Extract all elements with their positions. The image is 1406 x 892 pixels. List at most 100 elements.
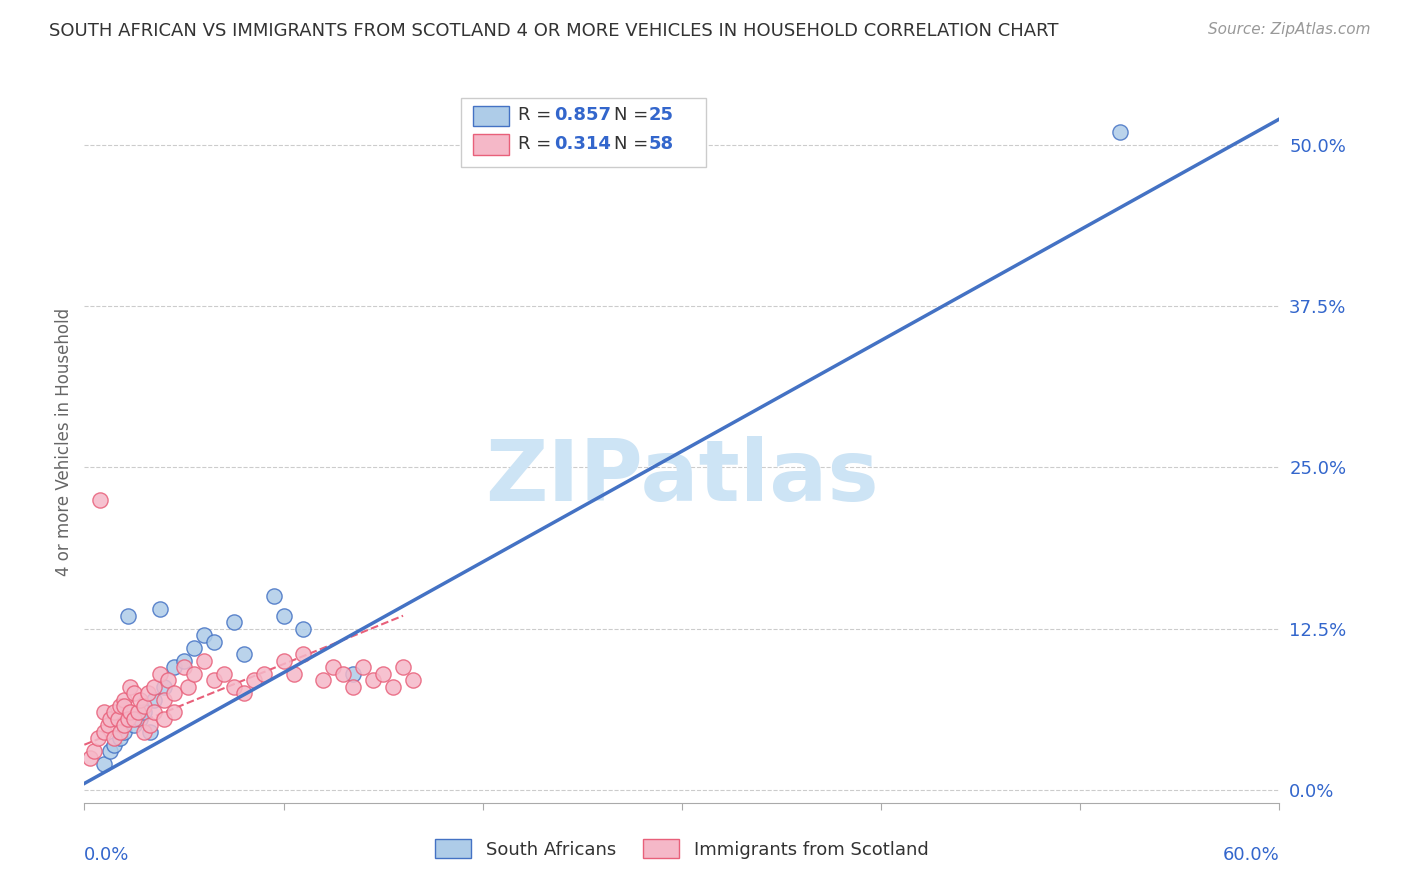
Point	[163, 706, 186, 720]
Point	[112, 699, 135, 714]
Point	[232, 648, 254, 662]
Text: R =: R =	[519, 135, 557, 153]
Point	[110, 724, 132, 739]
Text: 58: 58	[648, 135, 673, 153]
Point	[292, 622, 315, 636]
Point	[352, 660, 374, 674]
Point	[173, 660, 195, 674]
Point	[402, 673, 425, 688]
Point	[163, 686, 186, 700]
Point	[132, 724, 156, 739]
Point	[153, 692, 176, 706]
Text: Source: ZipAtlas.com: Source: ZipAtlas.com	[1208, 22, 1371, 37]
Point	[93, 757, 115, 772]
Point	[136, 686, 159, 700]
Point	[143, 680, 166, 694]
Point	[103, 731, 125, 746]
Point	[177, 680, 200, 694]
Point	[107, 712, 129, 726]
Point	[382, 680, 405, 694]
Point	[83, 744, 105, 758]
Text: N =: N =	[614, 106, 654, 124]
Point	[132, 699, 156, 714]
Point	[242, 673, 264, 688]
Legend: South Africans, Immigrants from Scotland: South Africans, Immigrants from Scotland	[427, 832, 936, 866]
Point	[183, 640, 205, 655]
Point	[183, 666, 205, 681]
Point	[253, 666, 276, 681]
Point	[132, 706, 156, 720]
Point	[120, 706, 142, 720]
Point	[122, 712, 145, 726]
Point	[93, 706, 115, 720]
Point	[143, 692, 166, 706]
Text: N =: N =	[614, 135, 654, 153]
Point	[117, 712, 139, 726]
Point	[87, 731, 110, 746]
Point	[117, 608, 139, 623]
Text: 0.314: 0.314	[554, 135, 612, 153]
Point	[139, 724, 162, 739]
Point	[153, 680, 176, 694]
FancyBboxPatch shape	[472, 105, 509, 126]
Point	[89, 492, 111, 507]
Point	[361, 673, 384, 688]
Point	[143, 706, 166, 720]
Point	[273, 654, 295, 668]
Point	[153, 712, 176, 726]
Point	[122, 718, 145, 732]
Point	[202, 634, 225, 648]
Point	[322, 660, 344, 674]
Point	[283, 666, 305, 681]
Point	[193, 628, 215, 642]
Text: 25: 25	[648, 106, 673, 124]
Point	[392, 660, 415, 674]
Point	[110, 731, 132, 746]
FancyBboxPatch shape	[461, 98, 706, 167]
Text: SOUTH AFRICAN VS IMMIGRANTS FROM SCOTLAND 4 OR MORE VEHICLES IN HOUSEHOLD CORREL: SOUTH AFRICAN VS IMMIGRANTS FROM SCOTLAN…	[49, 22, 1059, 40]
Point	[149, 602, 172, 616]
Point	[373, 666, 395, 681]
Point	[212, 666, 235, 681]
Point	[222, 680, 245, 694]
Point	[103, 738, 125, 752]
Text: R =: R =	[519, 106, 557, 124]
Point	[112, 724, 135, 739]
Point	[129, 692, 152, 706]
Point	[120, 680, 142, 694]
Point	[292, 648, 315, 662]
Point	[273, 608, 295, 623]
Point	[332, 666, 354, 681]
Text: 60.0%: 60.0%	[1223, 847, 1279, 864]
Point	[112, 692, 135, 706]
Point	[98, 712, 121, 726]
FancyBboxPatch shape	[472, 135, 509, 154]
Point	[173, 654, 195, 668]
Point	[149, 666, 172, 681]
Point	[342, 666, 364, 681]
Point	[98, 744, 121, 758]
Text: 0.0%: 0.0%	[84, 847, 129, 864]
Text: ZIPatlas: ZIPatlas	[485, 436, 879, 519]
Point	[110, 699, 132, 714]
Point	[163, 660, 186, 674]
Point	[202, 673, 225, 688]
Point	[93, 724, 115, 739]
Point	[129, 712, 152, 726]
Point	[263, 590, 285, 604]
Point	[222, 615, 245, 630]
Point	[112, 718, 135, 732]
Point	[193, 654, 215, 668]
Point	[103, 706, 125, 720]
Text: 0.857: 0.857	[554, 106, 612, 124]
Point	[157, 673, 180, 688]
Point	[79, 750, 101, 764]
Point	[139, 718, 162, 732]
Point	[232, 686, 254, 700]
Point	[342, 680, 364, 694]
Point	[1109, 125, 1132, 139]
Point	[127, 706, 149, 720]
Point	[97, 718, 120, 732]
Point	[312, 673, 335, 688]
Y-axis label: 4 or more Vehicles in Household: 4 or more Vehicles in Household	[55, 308, 73, 575]
